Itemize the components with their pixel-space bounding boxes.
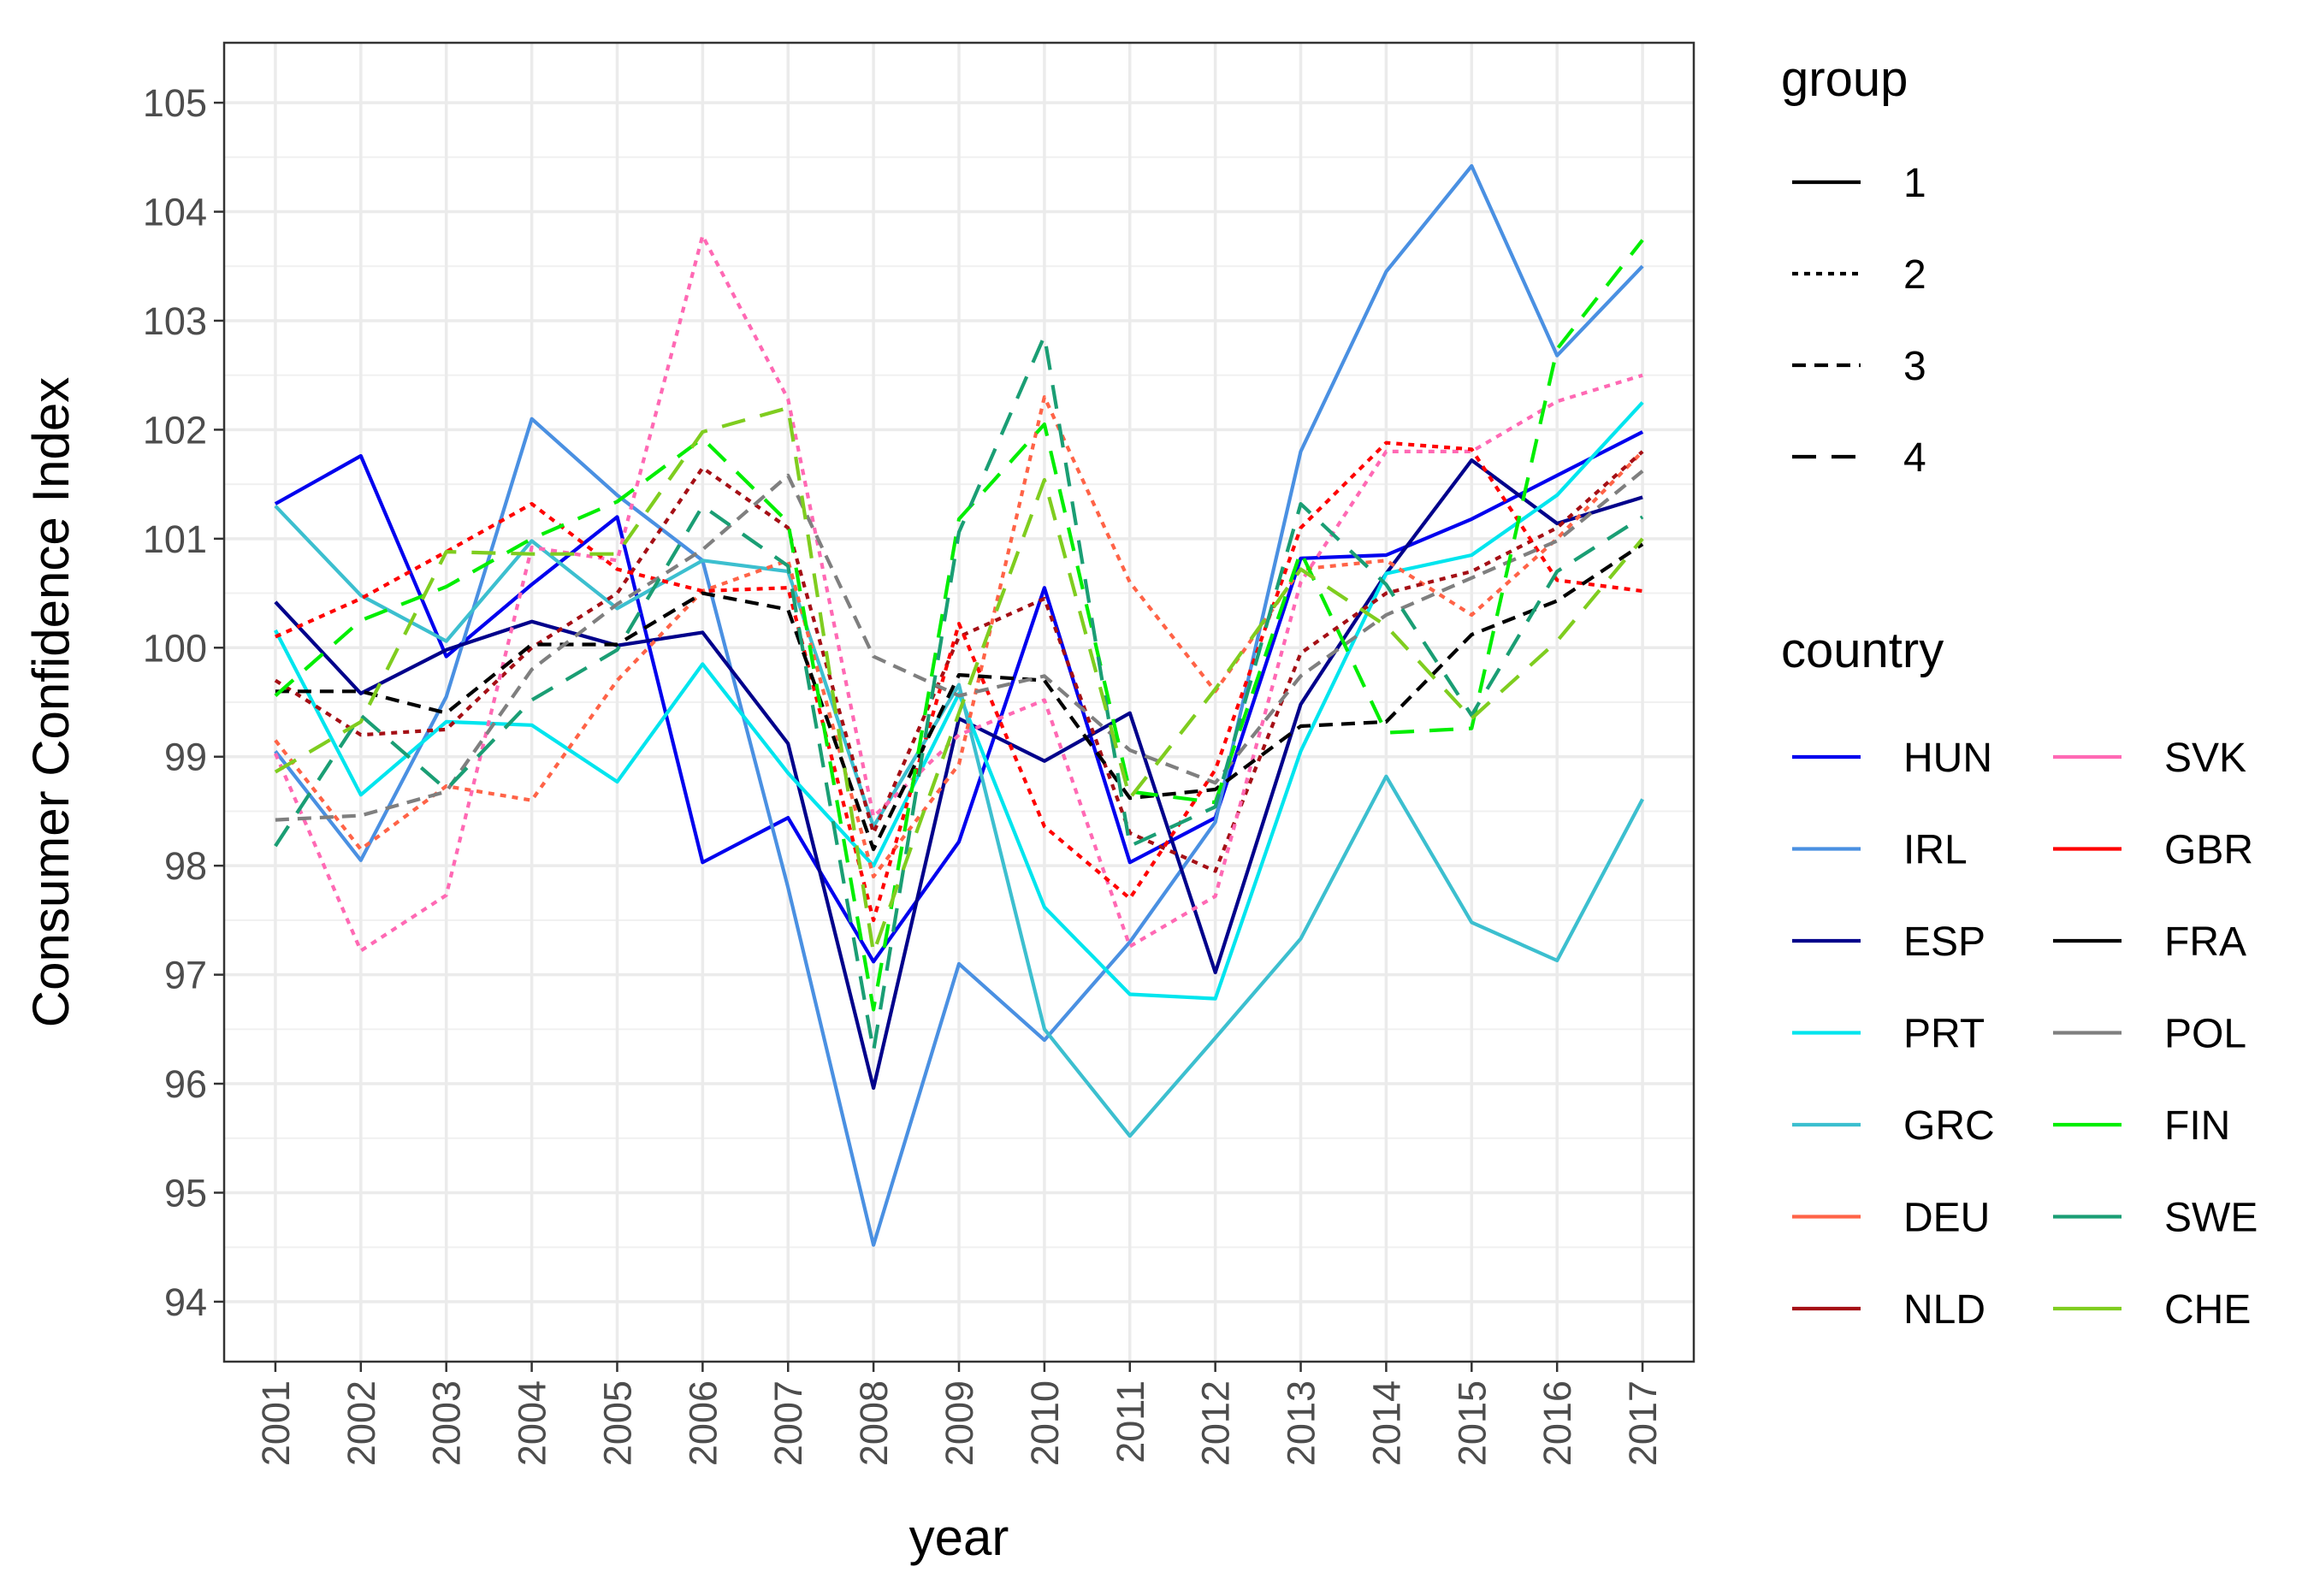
legend-label-hun: HUN xyxy=(1903,736,1992,781)
x-tick-label: 2009 xyxy=(938,1380,981,1466)
x-tick-label: 2013 xyxy=(1280,1380,1323,1466)
y-tick-label: 99 xyxy=(164,736,207,779)
series-line-swe xyxy=(274,334,1644,1053)
x-tick-label: 2007 xyxy=(766,1380,810,1466)
series-line-prt xyxy=(274,401,1644,1001)
legend-label-irl: IRL xyxy=(1903,828,1968,873)
series-line-fra xyxy=(275,542,1644,852)
x-tick-label: 2010 xyxy=(1023,1380,1067,1466)
legend-label-group-4: 4 xyxy=(1903,435,1926,481)
series-line-deu xyxy=(274,395,1644,879)
y-tick-label: 105 xyxy=(143,81,207,125)
y-tick-label: 101 xyxy=(143,517,207,561)
x-tick-label: 2017 xyxy=(1621,1380,1665,1466)
y-axis: 94 95 96 97 98 99 100 101 102 103 104 105 xyxy=(143,81,224,1324)
legend-label-deu: DEU xyxy=(1903,1196,1990,1241)
legend-label-group-2: 2 xyxy=(1903,252,1926,298)
grid xyxy=(224,43,1694,1362)
legend-label-prt: PRT xyxy=(1903,1012,1985,1057)
x-tick-label: 2008 xyxy=(852,1380,896,1466)
legend-label-group-3: 3 xyxy=(1903,344,1926,389)
x-tick-label: 2014 xyxy=(1364,1380,1408,1466)
x-tick-label: 2006 xyxy=(681,1380,725,1466)
x-tick-label: 2012 xyxy=(1194,1380,1238,1466)
series-line-che xyxy=(274,405,1644,955)
x-tick-label: 2015 xyxy=(1450,1380,1494,1466)
legend-label-gbr: GBR xyxy=(2164,828,2253,873)
legend-group-title: group xyxy=(1781,51,1908,107)
y-tick-label: 94 xyxy=(164,1280,207,1324)
series-lines xyxy=(273,163,1644,1247)
x-axis: 2001 2002 2003 2004 2005 2006 2007 2008 2009 2010… xyxy=(254,1362,1665,1466)
legend-label-esp: ESP xyxy=(1903,919,1985,965)
legend-label-nld: NLD xyxy=(1903,1287,1985,1333)
y-tick-label: 103 xyxy=(143,299,207,343)
y-tick-label: 98 xyxy=(164,844,207,888)
x-tick-label: 2001 xyxy=(254,1380,298,1466)
x-tick-label: 2003 xyxy=(425,1380,469,1466)
series-line-esp xyxy=(274,458,1643,1091)
legend-label-grc: GRC xyxy=(1903,1103,1995,1149)
series-line-svk xyxy=(273,233,1643,953)
legend-label-che: CHE xyxy=(2164,1287,2251,1333)
series-line-pol xyxy=(275,470,1644,822)
legend-label-svk: SVK xyxy=(2164,736,2246,781)
series-line-hun xyxy=(274,430,1644,964)
y-tick-label: 95 xyxy=(164,1171,207,1215)
legend-country-title: country xyxy=(1781,623,1944,678)
series-line-irl xyxy=(274,163,1644,1247)
y-tick-label: 96 xyxy=(164,1062,207,1106)
x-tick-label: 2016 xyxy=(1536,1380,1579,1466)
y-tick-label: 100 xyxy=(143,626,207,670)
x-tick-label: 2011 xyxy=(1109,1380,1152,1463)
x-tick-label: 2004 xyxy=(511,1380,554,1466)
legend-label-group-1: 1 xyxy=(1903,161,1926,206)
x-tick-label: 2005 xyxy=(595,1380,639,1466)
x-tick-label: 2002 xyxy=(340,1380,383,1466)
series-line-grc xyxy=(274,505,1644,1138)
y-axis-title: Consumer Confidence Index xyxy=(22,377,80,1027)
y-tick-label: 97 xyxy=(164,954,207,997)
legend: group country 1 2 3 4 HUN IRL ESP PRT GRC DEU NLD S… xyxy=(1781,51,2258,1333)
legend-label-fin: FIN xyxy=(2164,1103,2230,1149)
legend-label-pol: POL xyxy=(2164,1012,2246,1057)
legend-label-swe: SWE xyxy=(2164,1196,2258,1241)
legend-label-fra: FRA xyxy=(2164,919,2246,965)
series-line-fin xyxy=(274,239,1644,1012)
series-line-nld xyxy=(274,450,1644,873)
y-tick-label: 102 xyxy=(143,408,207,452)
series-line-gbr xyxy=(275,440,1643,923)
x-axis-title: year xyxy=(909,1509,1009,1566)
y-tick-label: 104 xyxy=(143,191,207,234)
